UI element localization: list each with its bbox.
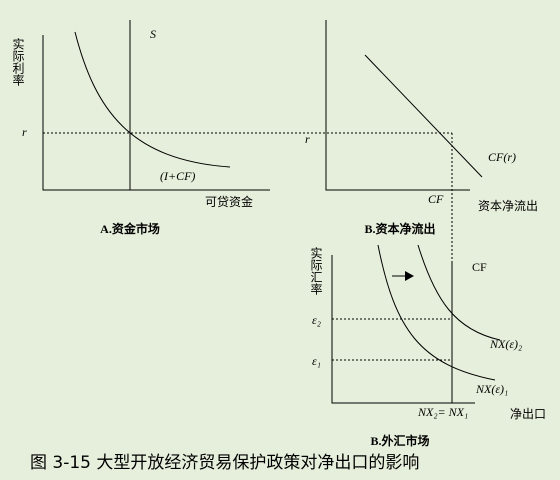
e1-label: ε₁: [312, 354, 321, 368]
caption: A.资金市场: [100, 221, 160, 236]
demand-curve: [74, 31, 231, 168]
arrow-head: [405, 271, 414, 281]
curve-label: CF(r): [488, 150, 516, 164]
x-label: 净出口: [510, 407, 546, 421]
x-label: 可贷资金: [205, 194, 253, 209]
supply-label: S: [150, 27, 156, 41]
axes-c: [331, 255, 475, 404]
caption: B.外汇市场: [370, 433, 429, 448]
y-label: 实际汇率: [309, 246, 323, 295]
rate-label: r: [305, 132, 310, 146]
axes-a: [42, 35, 270, 191]
eq-label: NX₂= NX₁: [417, 405, 468, 419]
y-label: 实际利率: [11, 37, 25, 86]
axes-b: [325, 20, 470, 191]
nx1-curve: [377, 244, 496, 381]
nx2-curve: [417, 244, 501, 341]
nx1-label: NX(ε)₁: [475, 382, 508, 396]
cf-curve: [364, 54, 483, 178]
x-label: 资本净流出: [478, 199, 538, 213]
cf-label: CF: [472, 260, 487, 274]
cf-label: CF: [428, 192, 444, 206]
demand-label: (I+CF): [160, 169, 195, 183]
e2-label: ε₂: [312, 313, 321, 327]
caption: B.资本净流出: [364, 221, 435, 236]
figure-caption: 图 3-15 大型开放经济贸易保护政策对净出口的影响: [30, 453, 419, 473]
rate-label: r: [22, 125, 27, 139]
nx2-label: NX(ε)₂: [489, 337, 522, 351]
